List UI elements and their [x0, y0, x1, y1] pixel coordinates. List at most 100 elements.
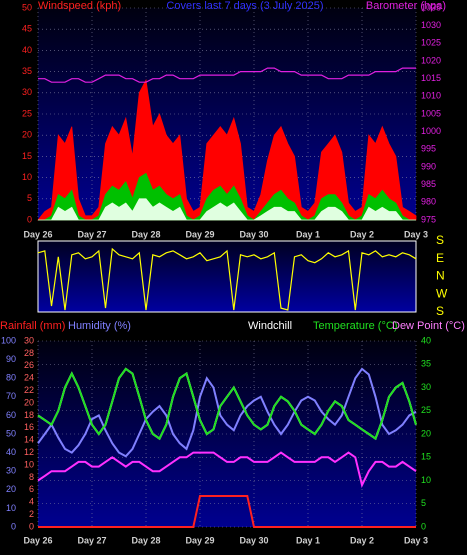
y3-tick-label: 10 [6, 503, 16, 513]
wind-label: Windspeed (kph) [38, 0, 121, 12]
series-line [37, 367, 417, 441]
y3-tick-label: 90 [6, 354, 16, 364]
y-tick-label: 16 [24, 422, 34, 432]
y2-tick-label: 1015 [421, 73, 441, 83]
y-tick-label: 12 [24, 447, 34, 457]
y2-tick-label: 1030 [421, 20, 441, 30]
y-tick-label: N [436, 269, 445, 283]
y2-tick-label: 990 [421, 161, 436, 171]
x-tick-label: Day 3 [404, 229, 428, 239]
y-tick-label: 8 [29, 472, 34, 482]
y-tick-label: 6 [29, 484, 34, 494]
series-line [37, 367, 417, 458]
y-tick-label: 30 [22, 87, 32, 97]
y2-tick-label: 0 [421, 521, 426, 531]
x-tick-label: Day 2 [350, 535, 374, 545]
y3-tick-label: 70 [6, 391, 16, 401]
y3-tick-label: 40 [6, 447, 16, 457]
x-tick-label: Day 28 [131, 229, 160, 239]
y-tick-label: S [436, 233, 444, 247]
y2-tick-label: 975 [421, 214, 436, 224]
y-tick-label: 50 [22, 2, 32, 12]
y-tick-label: 28 [24, 348, 34, 358]
y-tick-label: 26 [24, 360, 34, 370]
y3-tick-label: 60 [6, 410, 16, 420]
y-tick-label: 20 [24, 397, 34, 407]
y-tick-label: 4 [29, 497, 34, 507]
legend-entry: Humidity (%) [68, 320, 131, 332]
y-tick-label: 15 [22, 151, 32, 161]
x-tick-label: Day 2 [350, 229, 374, 239]
x-tick-label: Day 1 [296, 535, 320, 545]
y-tick-label: E [436, 251, 444, 265]
wind-area [38, 198, 416, 221]
y2-tick-label: 995 [421, 144, 436, 154]
series-line [38, 67, 416, 83]
x-tick-label: Day 27 [77, 229, 106, 239]
y2-tick-label: 980 [421, 197, 436, 207]
x-tick-label: Day 30 [239, 229, 268, 239]
x-tick-label: Day 30 [239, 535, 268, 545]
x-tick-label: Day 1 [296, 229, 320, 239]
y-tick-label: 24 [24, 373, 34, 383]
barometer-label: Barometer (hpa) [366, 0, 446, 12]
y2-tick-label: 1035 [421, 2, 441, 12]
y-tick-label: 45 [22, 24, 32, 34]
chart-title: Covers last 7 days (3 July 2025) [166, 0, 323, 12]
y-tick-label: 22 [24, 385, 34, 395]
y-tick-label: S [436, 304, 444, 318]
x-tick-label: Day 3 [404, 535, 428, 545]
y-tick-label: 40 [22, 45, 32, 55]
y3-tick-label: 80 [6, 373, 16, 383]
y-tick-label: 0 [29, 521, 34, 531]
y3-tick-label: 50 [6, 428, 16, 438]
y2-tick-label: 20 [421, 428, 431, 438]
y3-tick-label: 0 [11, 521, 16, 531]
series-line [38, 495, 416, 528]
y2-tick-label: 1010 [421, 91, 441, 101]
series-line [37, 451, 417, 489]
y-tick-label: 14 [24, 435, 34, 445]
y2-tick-label: 1020 [421, 55, 441, 65]
y3-tick-label: 30 [6, 466, 16, 476]
legend-entry: Windchill [248, 320, 292, 332]
y2-tick-label: 15 [421, 452, 431, 462]
y2-tick-label: 25 [421, 405, 431, 415]
y-tick-label: 35 [22, 66, 32, 76]
legend-entry: Dew Point (°C) [392, 320, 465, 332]
y2-tick-label: 40 [421, 335, 431, 345]
y-tick-label: 10 [24, 459, 34, 469]
x-tick-label: Day 29 [185, 229, 214, 239]
y3-tick-label: 20 [6, 484, 16, 494]
y2-tick-label: 30 [421, 382, 431, 392]
y2-tick-label: 1000 [421, 126, 441, 136]
y2-tick-label: 5 [421, 498, 426, 508]
wind-area [37, 78, 417, 221]
legend-entry: Temperature (°C) [313, 320, 397, 332]
series-line [37, 247, 417, 311]
x-tick-label: Day 29 [185, 535, 214, 545]
y-tick-label: 0 [27, 214, 32, 224]
legend-entry: Rainfall (mm) [0, 320, 65, 332]
x-tick-label: Day 26 [23, 229, 52, 239]
y-tick-label: 2 [29, 509, 34, 519]
wind-area [38, 172, 416, 221]
y2-tick-label: 1025 [421, 38, 441, 48]
y2-tick-label: 1005 [421, 108, 441, 118]
x-tick-label: Day 28 [131, 535, 160, 545]
y2-tick-label: 10 [421, 475, 431, 485]
x-tick-label: Day 27 [77, 535, 106, 545]
y3-tick-label: 100 [1, 335, 16, 345]
y2-tick-label: 35 [421, 359, 431, 369]
y-tick-label: 18 [24, 410, 34, 420]
y-tick-label: W [436, 286, 448, 300]
y-tick-label: 5 [27, 193, 32, 203]
x-tick-label: Day 26 [23, 535, 52, 545]
plot-layer: 0510152025303540455097598098599099510001… [0, 2, 465, 545]
y-tick-label: 25 [22, 108, 32, 118]
y2-tick-label: 985 [421, 179, 436, 189]
y-tick-label: 20 [22, 130, 32, 140]
y-tick-label: 30 [24, 335, 34, 345]
